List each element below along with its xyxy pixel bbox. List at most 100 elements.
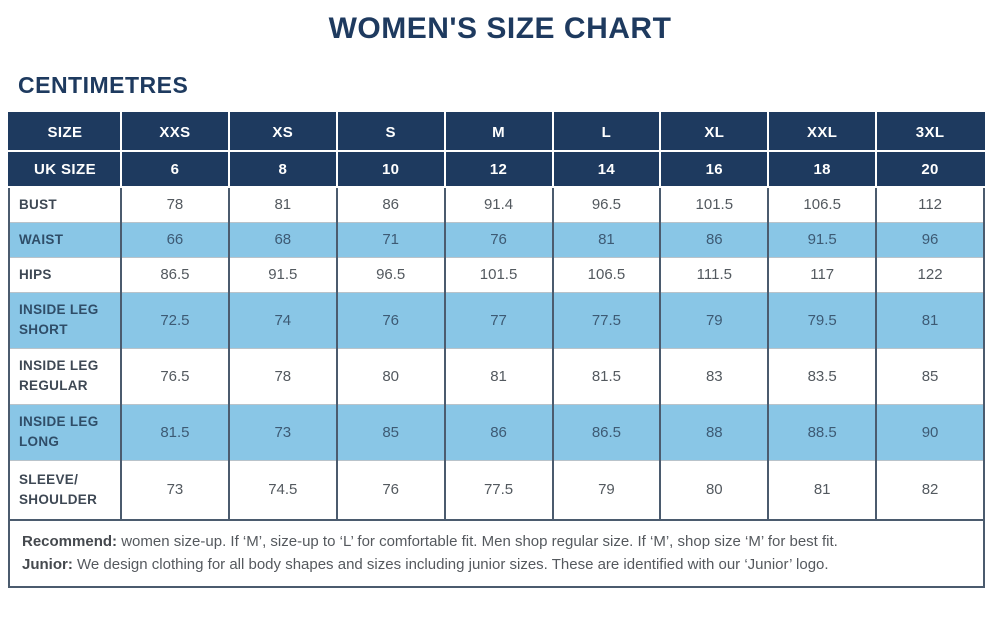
value-cell: 72.5	[120, 291, 230, 349]
uk-size-cell: 20	[875, 150, 985, 188]
value-cell: 88	[659, 403, 770, 461]
col-header-xs: XS	[227, 112, 338, 152]
uk-size-cell: 18	[767, 150, 878, 188]
value-cell: 112	[875, 186, 985, 223]
value-cell: 83	[659, 347, 770, 405]
value-cell: 77.5	[443, 459, 554, 521]
value-cell: 96	[875, 221, 985, 258]
value-cell: 83.5	[767, 347, 878, 405]
col-header-xxs: XXS	[120, 112, 230, 152]
value-cell: 68	[227, 221, 338, 258]
value-cell: 82	[875, 459, 985, 521]
table-row-inside-leg-regular: INSIDE LEG REGULAR 76.5 78 80 81 81.5 83…	[8, 347, 985, 405]
uk-size-label: UK SIZE	[8, 150, 122, 188]
footnote-recommend: Recommend: women size-up. If ‘M’, size-u…	[22, 530, 971, 553]
value-cell: 90	[875, 403, 985, 461]
table-header: SIZE XXS XS S M L XL XXL 3XL UK SIZE 6 8…	[8, 112, 985, 188]
value-cell: 81	[875, 291, 985, 349]
row-label-sleeve-shoulder: SLEEVE/ SHOULDER	[8, 459, 122, 521]
footnote-junior: Junior: We design clothing for all body …	[22, 553, 971, 576]
value-cell: 71	[335, 221, 446, 258]
row-label-hips: HIPS	[8, 256, 122, 293]
value-cell: 81	[551, 221, 662, 258]
value-cell: 86.5	[120, 256, 230, 293]
value-cell: 101.5	[443, 256, 554, 293]
value-cell: 77.5	[551, 291, 662, 349]
value-cell: 77	[443, 291, 554, 349]
col-header-size: SIZE	[8, 112, 122, 152]
value-cell: 79	[551, 459, 662, 521]
row-label-inside-leg-short: INSIDE LEG SHORT	[8, 291, 122, 349]
value-cell: 74	[227, 291, 338, 349]
value-cell: 117	[767, 256, 878, 293]
value-cell: 80	[335, 347, 446, 405]
footnote-junior-lead: Junior:	[22, 556, 73, 574]
col-header-l: L	[551, 112, 662, 152]
row-label-inside-leg-regular: INSIDE LEG REGULAR	[8, 347, 122, 405]
value-cell: 81	[767, 459, 878, 521]
value-cell: 122	[875, 256, 985, 293]
footnote-cell: Recommend: women size-up. If ‘M’, size-u…	[8, 519, 985, 588]
value-cell: 86	[443, 403, 554, 461]
value-cell: 79.5	[767, 291, 878, 349]
value-cell: 76	[443, 221, 554, 258]
table-row-hips: HIPS 86.5 91.5 96.5 101.5 106.5 111.5 11…	[8, 256, 985, 293]
value-cell: 91.4	[443, 186, 554, 223]
value-cell: 96.5	[335, 256, 446, 293]
value-cell: 101.5	[659, 186, 770, 223]
col-header-s: S	[335, 112, 446, 152]
value-cell: 96.5	[551, 186, 662, 223]
table-row-waist: WAIST 66 68 71 76 81 86 91.5 96	[8, 221, 985, 258]
uk-size-cell: 8	[227, 150, 338, 188]
value-cell: 81	[227, 186, 338, 223]
table-row-sleeve-shoulder: SLEEVE/ SHOULDER 73 74.5 76 77.5 79 80 8…	[8, 459, 985, 521]
value-cell: 76.5	[120, 347, 230, 405]
uk-size-cell: 14	[551, 150, 662, 188]
value-cell: 86	[659, 221, 770, 258]
uk-size-header-row: UK SIZE 6 8 10 12 14 16 18 20	[8, 150, 985, 188]
value-cell: 76	[335, 459, 446, 521]
value-cell: 81.5	[120, 403, 230, 461]
value-cell: 66	[120, 221, 230, 258]
col-header-3xl: 3XL	[875, 112, 985, 152]
table-footnote-row: Recommend: women size-up. If ‘M’, size-u…	[8, 519, 985, 588]
value-cell: 111.5	[659, 256, 770, 293]
womens-size-chart-table: SIZE XXS XS S M L XL XXL 3XL UK SIZE 6 8…	[8, 112, 985, 588]
value-cell: 86	[335, 186, 446, 223]
footnote-recommend-text: women size-up. If ‘M’, size-up to ‘L’ fo…	[117, 533, 838, 550]
table-row-inside-leg-short: INSIDE LEG SHORT 72.5 74 76 77 77.5 79 7…	[8, 291, 985, 349]
value-cell: 91.5	[767, 221, 878, 258]
value-cell: 74.5	[227, 459, 338, 521]
value-cell: 80	[659, 459, 770, 521]
uk-size-cell: 10	[335, 150, 446, 188]
table-row-inside-leg-long: INSIDE LEG LONG 81.5 73 85 86 86.5 88 88…	[8, 403, 985, 461]
value-cell: 85	[875, 347, 985, 405]
uk-size-cell: 12	[443, 150, 554, 188]
uk-size-cell: 6	[120, 150, 230, 188]
value-cell: 78	[120, 186, 230, 223]
value-cell: 81	[443, 347, 554, 405]
value-cell: 88.5	[767, 403, 878, 461]
uk-size-cell: 16	[659, 150, 770, 188]
col-header-xl: XL	[659, 112, 770, 152]
row-label-bust: BUST	[8, 186, 122, 223]
value-cell: 86.5	[551, 403, 662, 461]
footnote-junior-text: We design clothing for all body shapes a…	[72, 556, 829, 574]
col-header-m: M	[443, 112, 554, 152]
value-cell: 106.5	[767, 186, 878, 223]
value-cell: 73	[227, 403, 338, 461]
value-cell: 76	[335, 291, 446, 349]
value-cell: 73	[120, 459, 230, 521]
value-cell: 106.5	[551, 256, 662, 293]
footnote-recommend-lead: Recommend:	[22, 533, 118, 550]
col-header-xxl: XXL	[767, 112, 878, 152]
value-cell: 85	[335, 403, 446, 461]
unit-label-centimetres: CENTIMETRES	[18, 72, 189, 98]
value-cell: 79	[659, 291, 770, 349]
row-label-inside-leg-long: INSIDE LEG LONG	[8, 403, 122, 461]
page-title: WOMEN'S SIZE CHART	[328, 12, 672, 45]
size-header-row: SIZE XXS XS S M L XL XXL 3XL	[8, 112, 985, 152]
value-cell: 91.5	[227, 256, 338, 293]
value-cell: 78	[227, 347, 338, 405]
table-row-bust: BUST 78 81 86 91.4 96.5 101.5 106.5 112	[8, 186, 985, 223]
